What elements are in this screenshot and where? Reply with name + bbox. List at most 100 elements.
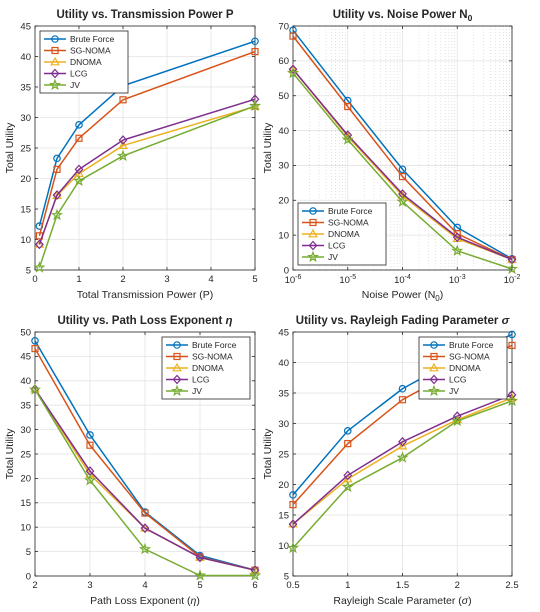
- legend-label-dnoma: DNOMA: [70, 57, 102, 67]
- legend-label-jv: JV: [328, 252, 338, 262]
- data-point-dnoma: [34, 239, 45, 248]
- x-tick-label: 0.5: [286, 580, 299, 591]
- data-point-brute-force: [86, 431, 94, 439]
- data-point-jv: [286, 66, 300, 79]
- legend-label-lcg: LCG: [449, 375, 466, 385]
- y-tick-label: 50: [278, 91, 289, 102]
- plot-title-main: Utility vs. Noise Power N: [333, 9, 468, 21]
- y-tick-label: 0: [26, 571, 31, 582]
- y-tick-label: 5: [26, 265, 31, 276]
- legend-marker-lcg: [172, 374, 182, 385]
- data-point-sg-noma: [344, 102, 352, 111]
- x-tick-label: 10-3: [449, 274, 466, 286]
- data-point-brute-force: [398, 384, 407, 393]
- y-tick-label: 25: [278, 449, 289, 460]
- y-tick-label: 5: [26, 547, 31, 558]
- y-tick-label: 20: [20, 474, 31, 485]
- data-point-jv: [248, 99, 262, 112]
- y-tick-label: 15: [278, 510, 289, 521]
- legend-label-jv: JV: [70, 80, 80, 90]
- data-point-jv: [451, 244, 464, 256]
- x-label-main: Rayleigh Scale Parameter (: [333, 595, 462, 607]
- legend-marker-sg-noma: [173, 352, 181, 361]
- data-point-brute-force: [53, 154, 61, 163]
- x-axis-label: Total Transmission Power (P): [77, 289, 214, 301]
- data-point-lcg: [195, 552, 205, 563]
- legend-marker-dnoma: [50, 56, 60, 66]
- y-tick-label: 70: [278, 21, 289, 32]
- plot-title: Utility vs. Noise Power N0: [333, 9, 473, 23]
- x-tick-base: 10: [449, 275, 460, 286]
- x-tick-label: 2.5: [505, 580, 518, 591]
- y-tick-label: 20: [278, 480, 289, 491]
- legend-label-jv: JV: [449, 386, 459, 396]
- data-point-brute-force: [398, 165, 407, 174]
- legend-marker-lcg: [308, 240, 318, 251]
- data-point-lcg: [398, 436, 407, 447]
- data-point-sg-noma: [251, 48, 259, 56]
- y-tick-label: 40: [278, 126, 289, 137]
- x-tick-base: 10: [285, 275, 296, 286]
- data-point-lcg: [140, 523, 150, 534]
- data-point-jv: [33, 261, 46, 273]
- series-line-jv: [38, 105, 256, 268]
- plot-title-symbol: σ: [502, 315, 510, 327]
- legend-label-brute-force: Brute Force: [192, 340, 237, 350]
- data-point-jv: [193, 569, 207, 581]
- x-label-subscript: 0: [435, 294, 440, 303]
- data-point-jv: [451, 414, 464, 427]
- legend-label-dnoma: DNOMA: [449, 363, 481, 373]
- subplot-2: 10-6 10-5 10-4 10-3 10-2010203040506070Utili…: [262, 9, 521, 303]
- series-line-lcg: [292, 394, 513, 525]
- y-tick-label: 60: [278, 56, 289, 67]
- series-group: [286, 26, 519, 275]
- data-point-sg-noma: [508, 341, 516, 350]
- y-tick-label: 30: [20, 425, 31, 436]
- data-point-brute-force: [251, 37, 259, 46]
- series-line-lcg: [38, 98, 256, 245]
- y-axis-label: Total Utility: [262, 428, 274, 480]
- x-tick-label: 2: [120, 274, 125, 285]
- data-point-dnoma: [140, 522, 150, 532]
- series-group: [28, 336, 262, 581]
- x-label-main: Noise Power (N: [362, 289, 436, 301]
- series-sg-noma: [35, 48, 259, 240]
- series-jv: [28, 383, 262, 581]
- plot-title-symbol: η: [226, 315, 233, 327]
- legend-label-sg-noma: SG-NOMA: [328, 218, 369, 228]
- data-point-brute-force: [508, 330, 516, 339]
- series-jv: [286, 394, 519, 554]
- y-tick-label: 35: [278, 388, 289, 399]
- series-line-jv: [34, 389, 255, 577]
- data-point-jv: [505, 394, 519, 407]
- x-tick-label: 10-6: [285, 274, 302, 286]
- data-point-lcg: [52, 190, 62, 200]
- y-tick-label: 45: [278, 327, 289, 338]
- legend-marker-brute-force: [173, 341, 181, 349]
- legend-label-sg-noma: SG-NOMA: [192, 352, 233, 362]
- x-tick-label: 3: [164, 274, 169, 285]
- data-point-sg-noma: [344, 440, 352, 448]
- y-tick-label: 25: [20, 449, 31, 460]
- data-point-sg-noma: [398, 172, 407, 181]
- data-point-dnoma: [288, 63, 298, 73]
- y-tick-label: 50: [20, 327, 31, 338]
- data-point-sg-noma: [289, 32, 297, 40]
- y-tick-label: 30: [278, 161, 289, 172]
- plot-title-main: Utility vs. Rayleigh Fading Parameter: [296, 315, 502, 327]
- x-label-close: ): [440, 289, 444, 301]
- plot-title-subscript: 0: [468, 13, 473, 23]
- legend-label-lcg: LCG: [70, 69, 87, 79]
- data-point-jv: [138, 542, 152, 555]
- data-point-dnoma: [397, 440, 408, 450]
- x-tick-label: 6: [252, 580, 257, 591]
- data-point-jv: [72, 174, 86, 187]
- legend-label-dnoma: DNOMA: [328, 229, 360, 239]
- series-line-brute-force: [292, 29, 513, 260]
